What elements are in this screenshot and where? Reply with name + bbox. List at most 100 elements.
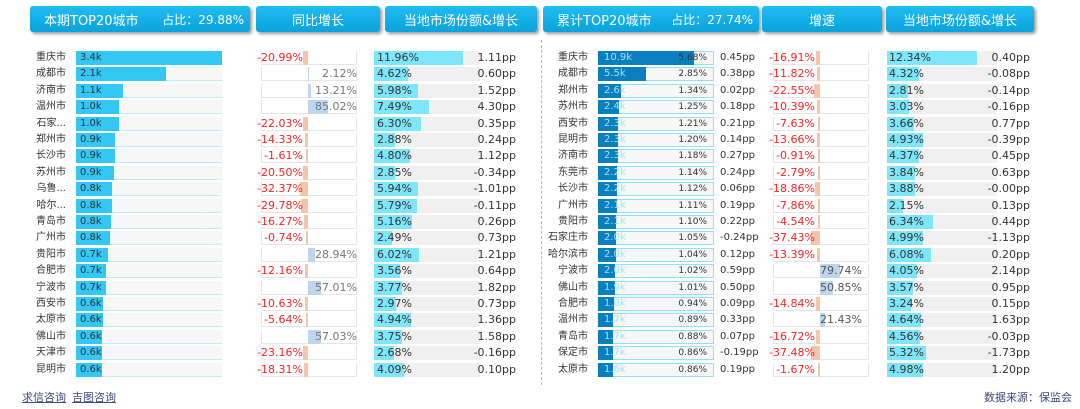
value-bar: [76, 346, 103, 361]
cum-share-label: 1.25%: [678, 102, 707, 113]
value-bar: [598, 329, 613, 344]
value-label: 2.0k: [604, 232, 626, 244]
share-bar: [887, 362, 924, 377]
link-jitu[interactable]: 吉图咨询: [72, 391, 116, 404]
share-label: 3.88%: [889, 182, 924, 196]
cum-share-label: 0.86%: [678, 348, 707, 359]
share-bar: [374, 362, 405, 377]
growth-label: -37.43%: [769, 231, 815, 245]
cum-share-change: 0.09pp: [720, 298, 755, 309]
value-label: 2.0k: [604, 248, 626, 260]
neg-growth-bar: [302, 346, 308, 361]
cum-share-label: 5.68%: [678, 53, 707, 63]
share-change: 0.73pp: [477, 297, 516, 310]
share-change: 0.45pp: [991, 149, 1030, 163]
share-label: 5.94%: [377, 182, 412, 196]
city-name: 乌鲁...: [36, 183, 66, 195]
neg-growth-bar: [300, 198, 308, 213]
share-label: 3.24%: [889, 297, 924, 310]
growth-label: -10.39%: [769, 100, 815, 114]
value-bar: [76, 67, 167, 82]
share-label: 6.02%: [377, 247, 412, 261]
share-change: -0.08pp: [987, 67, 1030, 81]
growth-label: 57.01%: [315, 280, 357, 294]
neg-growth-bar: [814, 83, 820, 98]
city-name: 成都市: [558, 68, 588, 80]
cum-share-change: 0.18pp: [720, 101, 755, 113]
share-label: 3.56%: [377, 264, 412, 278]
growth-label: -23.16%: [257, 346, 303, 360]
bar-track: [76, 313, 222, 328]
value-bar: [76, 198, 112, 213]
value-label: 0.7k: [80, 248, 102, 260]
growth-label: -16.72%: [769, 329, 815, 343]
neg-growth-bar: [818, 198, 820, 213]
growth-label: -10.63%: [257, 297, 303, 310]
city-name: 青岛市: [36, 216, 66, 227]
value-label: 2.1k: [604, 199, 626, 211]
growth-label: 85.02%: [315, 100, 357, 114]
cum-share-label: 0.89%: [678, 315, 707, 326]
value-label: 1.9k: [604, 281, 626, 293]
share-label: 2.49%: [377, 231, 412, 245]
share-change: 1.63pp: [991, 313, 1030, 327]
share-label: 4.32%: [889, 67, 924, 81]
share-change: 0.63pp: [991, 165, 1030, 179]
share-label: 4.93%: [889, 133, 924, 146]
city-name: 贵阳市: [36, 248, 66, 260]
link-qiuxin[interactable]: 求信咨询: [22, 391, 66, 404]
neg-growth-bar: [818, 149, 820, 164]
share-bar: [887, 83, 908, 98]
cum-share-label: 1.20%: [678, 135, 707, 145]
neg-growth-bar: [810, 346, 820, 361]
share-bar: [374, 247, 419, 262]
neg-growth-bar: [306, 149, 308, 164]
cum-share-label: 1.10%: [678, 217, 707, 227]
value-label: 0.8k: [80, 232, 102, 244]
value-bar: [76, 149, 115, 164]
growth-label: -14.84%: [769, 297, 815, 310]
share-track: [887, 100, 997, 115]
value-label: 2.3k: [604, 117, 626, 129]
city-name: 石家...: [36, 117, 66, 129]
city-name: 郑州市: [558, 84, 588, 96]
bar-track: [76, 231, 222, 246]
value-bar: [76, 51, 222, 65]
value-label: 0.8k: [80, 199, 102, 211]
share-change: 0.13pp: [991, 198, 1030, 212]
left-growth-header: 同比增长: [256, 6, 380, 32]
city-name: 青岛市: [558, 330, 588, 342]
value-bar: [598, 51, 694, 65]
value-label: 1.0k: [80, 101, 102, 113]
share-label: 2.68%: [377, 346, 412, 360]
bar-track: [76, 362, 222, 377]
growth-label: 50.85%: [820, 280, 862, 294]
value-bar: [76, 264, 106, 279]
share-label: 11.96%: [377, 51, 419, 64]
growth-label: -7.63%: [776, 116, 815, 130]
share-bar: [374, 297, 396, 311]
growth-cell: [773, 116, 869, 131]
share-track: [374, 297, 480, 311]
growth-cell: [773, 362, 869, 377]
growth-cell: [261, 182, 357, 197]
share-track: [374, 231, 480, 246]
cum-share-change: 0.38pp: [720, 68, 755, 80]
growth-cell: [261, 165, 357, 180]
share-track: [887, 116, 997, 131]
cum-share-label: 1.05%: [678, 233, 707, 244]
share-label: 4.99%: [889, 231, 924, 245]
cum-share-change: 0.22pp: [720, 216, 755, 227]
value-bar: [598, 264, 616, 279]
city-name: 济南市: [558, 150, 588, 162]
city-name: 苏州市: [558, 101, 588, 113]
share-label: 3.03%: [889, 100, 924, 114]
pos-growth-bar: [308, 247, 315, 262]
growth-label: -11.82%: [769, 67, 815, 81]
share-change: 4.30pp: [477, 100, 516, 114]
cum-share-label: 1.34%: [678, 85, 707, 96]
value-label: 2.4k: [604, 101, 626, 113]
share-label: 4.98%: [889, 362, 924, 376]
city-name: 贵阳市: [558, 216, 588, 227]
share-bar: [887, 149, 919, 164]
